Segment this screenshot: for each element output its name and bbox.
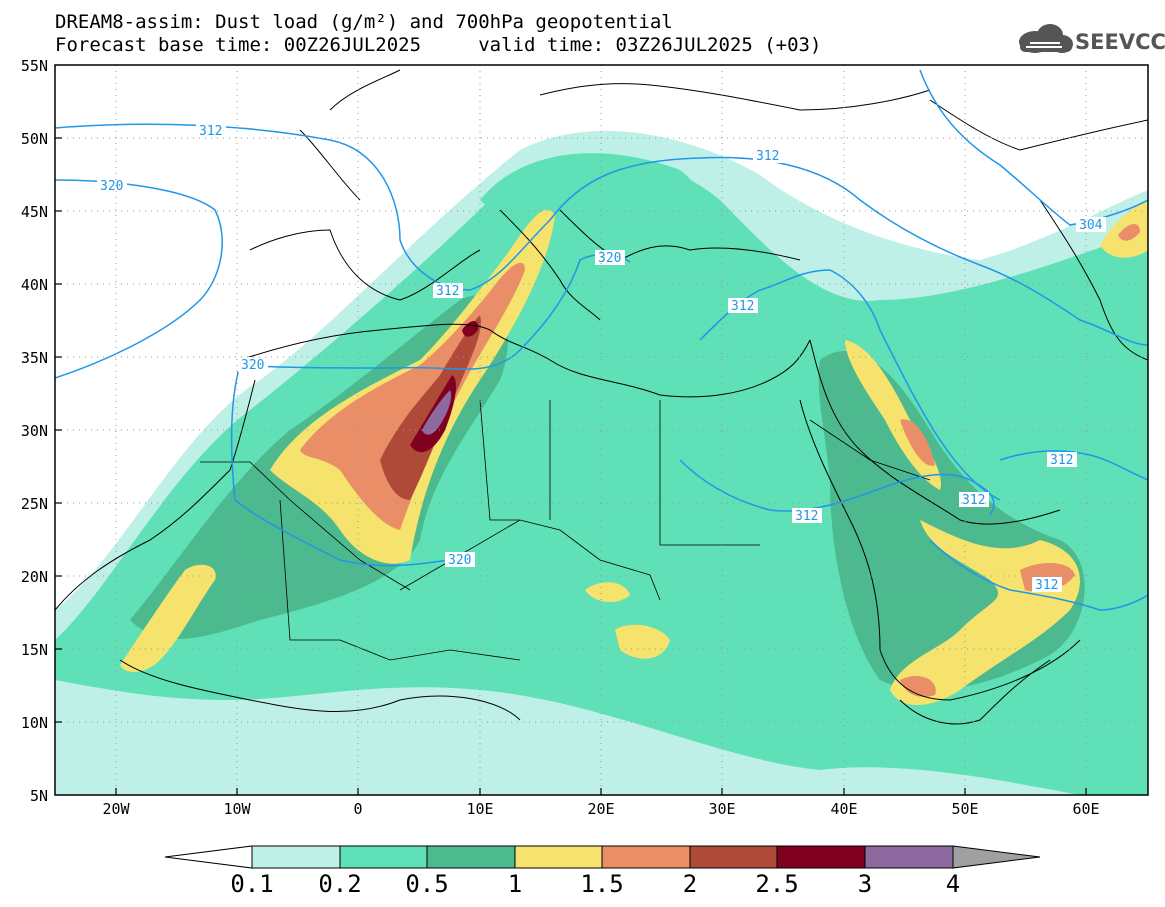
contour-label: 320 (598, 251, 621, 266)
contour-label: 320 (448, 553, 471, 568)
dust-region-caspian-orange (1118, 224, 1140, 241)
lon-label: 60E (1072, 800, 1100, 818)
dust-region-algeria-darkred (380, 315, 481, 500)
dust-region-iraq-orange (900, 419, 935, 466)
contour-labels: 312 320 312 320 312 312 320 304 312 312 … (97, 123, 1106, 593)
colorbar-segment (251, 845, 341, 869)
geopotential-contours (55, 69, 1148, 611)
lon-label: 0 (353, 800, 363, 818)
gridlines (55, 65, 1148, 795)
contour-label: 312 (1050, 453, 1073, 468)
colorbar-tick-label: 4 (945, 870, 961, 898)
dust-region-libya-yellow (585, 582, 630, 602)
colorbar-tick-label: 0.2 (318, 870, 362, 898)
lat-label: 40N (20, 276, 48, 294)
forecast-time-line: Forecast base time: 00Z26JUL2025 valid t… (55, 34, 822, 56)
lon-label: 20W (102, 800, 130, 818)
dust-region-somalia-orange (900, 675, 936, 697)
dust-region-chad-yellow (615, 624, 670, 659)
colorbar-tick-label: 2 (682, 870, 698, 898)
contour-label: 320 (241, 358, 264, 373)
lat-label: 30N (20, 422, 48, 440)
lon-label: 20E (587, 800, 615, 818)
lat-label: 45N (20, 203, 48, 221)
lat-label: 15N (20, 641, 48, 659)
colorbar-segment (689, 845, 778, 869)
contour-label: 312 (731, 299, 754, 314)
colorbar (164, 845, 1041, 869)
contour-label: 312 (436, 284, 459, 299)
colorbar-segment (514, 845, 603, 869)
lat-label: 55N (20, 57, 48, 75)
colorbar-left-arrow (164, 845, 253, 869)
chart-title: DREAM8-assim: Dust load (g/m²) and 700hP… (55, 11, 673, 33)
contour-label: 312 (199, 124, 222, 139)
dust-region-purple (422, 390, 452, 435)
colorbar-segment (339, 845, 428, 869)
lat-label: 5N (29, 787, 48, 805)
lat-label: 50N (20, 130, 48, 148)
lat-label: 35N (20, 349, 48, 367)
dust-region-tunisia-maroon (462, 321, 479, 337)
colorbar-segment (864, 845, 954, 869)
lon-label: 40E (830, 800, 858, 818)
contour-label: 304 (1079, 218, 1103, 233)
colorbar-segment (426, 845, 516, 869)
colorbar-tick-label: 2.5 (755, 870, 799, 898)
logo-text: SEEVCCC (1075, 30, 1165, 54)
cloud-logo-icon (1019, 24, 1073, 53)
lon-label: 30E (708, 800, 736, 818)
lon-label: 10W (223, 800, 251, 818)
coastlines (55, 69, 1148, 725)
colorbar-right-arrow (952, 845, 1041, 869)
borders (200, 399, 931, 661)
colorbar-tick-label: 3 (857, 870, 873, 898)
contour-label: 320 (100, 179, 123, 194)
axis-ticks (55, 137, 1087, 795)
colorbar-tick-label: 1.5 (580, 870, 624, 898)
lon-label: 10E (466, 800, 494, 818)
lon-label: 50E (951, 800, 979, 818)
dust-region-west-yellow (120, 564, 216, 672)
colorbar-segment (776, 845, 866, 869)
colorbar-tick-label: 0.1 (230, 870, 274, 898)
lat-label: 25N (20, 495, 48, 513)
contour-label: 312 (1035, 578, 1058, 593)
colorbar-tick-label: 0.5 (405, 870, 449, 898)
contour-label: 312 (795, 509, 818, 524)
colorbar-tick-label: 1 (507, 870, 523, 898)
contour-label: 312 (756, 149, 779, 164)
contour-label: 312 (962, 493, 985, 508)
lat-label: 10N (20, 714, 48, 732)
colorbar-segment (601, 845, 691, 869)
lat-label: 20N (20, 568, 48, 586)
